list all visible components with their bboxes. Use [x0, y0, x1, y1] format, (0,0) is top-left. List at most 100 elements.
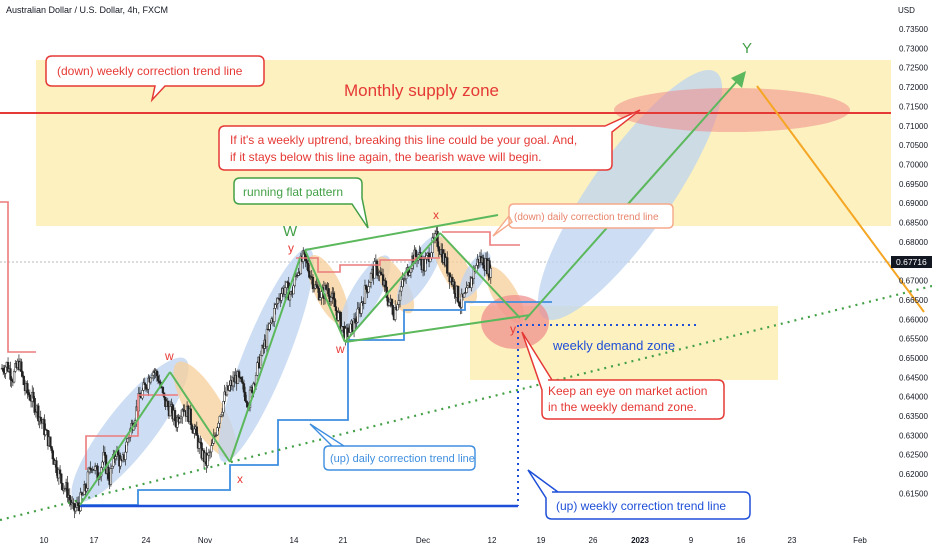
price-tick-label: 0.72000	[899, 83, 928, 92]
price-tick-label: 0.65500	[899, 335, 928, 344]
candle-body	[274, 304, 277, 309]
time-tick-label: 24	[142, 536, 151, 545]
callout-up-daily-box	[309, 423, 476, 471]
price-tick-label: 0.68000	[899, 238, 928, 247]
flat-top-line	[304, 214, 499, 251]
time-tick-label: 16	[737, 536, 746, 545]
callout-down-weekly-text: (down) weekly correction trend line	[57, 64, 243, 78]
flat-line-a	[304, 249, 346, 343]
candle-body	[240, 377, 243, 383]
candle-body	[244, 391, 247, 401]
symbol-title: Australian Dollar / U.S. Dollar, 4h, FXC…	[6, 5, 168, 15]
candle-body	[126, 438, 129, 443]
candle-body	[292, 285, 295, 295]
candle-body	[178, 418, 182, 423]
candle-body	[390, 298, 393, 306]
blue-ellipse-big	[537, 70, 723, 320]
candle-body	[489, 268, 492, 278]
candle-body	[398, 290, 402, 301]
candle-body	[101, 461, 104, 468]
candle-body	[265, 328, 269, 348]
candle-body	[456, 285, 460, 303]
time-tick-label: 17	[90, 536, 99, 545]
candle-body	[320, 291, 323, 298]
weekly-demand-title: weekly demand zone	[552, 338, 675, 353]
candle-body	[356, 308, 359, 323]
callout-down-daily-text: (down) daily correction trend line	[514, 212, 659, 223]
flat-line-c	[439, 232, 521, 319]
candle-body	[394, 307, 397, 320]
candle-body	[237, 371, 241, 378]
candle-body	[273, 308, 276, 322]
callout-keep-eye: Keep an eye on market action in the weekl…	[521, 331, 725, 420]
candle-body	[27, 392, 30, 396]
candle-body	[21, 371, 24, 377]
monthly-supply-title: Monthly supply zone	[344, 81, 499, 100]
price-tick-label: 0.64500	[899, 373, 928, 382]
callout-up-daily-text: (up) daily correction trend line	[330, 453, 475, 465]
candle-body	[109, 468, 113, 485]
callout-weekly-goal-text: If it's a weekly uptrend, breaking this …	[230, 133, 577, 164]
callout-down-weekly-box	[45, 55, 265, 103]
time-tick-label: 26	[589, 536, 598, 545]
candle-body	[114, 456, 117, 460]
candle-body	[246, 402, 249, 408]
candle-body	[193, 428, 196, 434]
candle-body	[373, 261, 376, 279]
candle-body	[288, 294, 292, 301]
wave-line-final	[524, 77, 741, 321]
last-price-badge: 0.67716	[891, 256, 932, 268]
price-tick-label: 0.63000	[899, 431, 928, 440]
callout-down-daily: (down) daily correction trend line	[492, 203, 674, 237]
keep-eye-line-2: in the weekly demand zone.	[548, 400, 697, 414]
red-step-2	[296, 257, 440, 273]
candle-body	[55, 460, 58, 473]
callout-down-weekly: (down) weekly correction trend line	[45, 55, 265, 103]
price-tick-label: 0.61500	[899, 489, 928, 498]
price-tick-label: 0.64000	[899, 393, 928, 402]
candle-body	[173, 410, 177, 422]
candle-body	[327, 288, 330, 297]
candle-body	[285, 281, 288, 288]
label-w1: w	[164, 349, 174, 363]
callout-weekly-goal-box	[218, 109, 641, 171]
candle-body	[156, 375, 160, 382]
candle-body	[179, 416, 183, 420]
candle-body	[58, 469, 62, 475]
candle-body	[61, 483, 64, 491]
candle-body	[49, 436, 52, 447]
candle-body	[363, 285, 367, 304]
price-tick-label: 0.68500	[899, 219, 928, 228]
candle-body	[280, 293, 283, 301]
candle-body	[408, 272, 411, 276]
candle-body	[293, 276, 296, 287]
candle-body	[86, 471, 90, 489]
candle-body	[308, 270, 311, 278]
candle-body	[360, 302, 363, 314]
label-W: W	[283, 223, 298, 240]
candle-body	[337, 311, 340, 321]
candle-body	[305, 260, 309, 264]
candle-body	[77, 502, 80, 507]
candle-body	[144, 384, 148, 390]
candle-body	[223, 391, 226, 402]
red-step-1	[85, 394, 178, 470]
candle-body	[211, 443, 214, 446]
weekly-goal-line-1: If it's a weekly uptrend, breaking this …	[230, 133, 577, 147]
currency-label: USD	[898, 6, 915, 15]
candle-body	[2, 367, 5, 372]
candle-body	[74, 507, 77, 512]
callout-up-daily: (up) daily correction trend line	[309, 423, 476, 471]
label-Y-top: Y	[742, 40, 752, 57]
red-step-3	[442, 231, 520, 246]
callout-keep-eye-text: Keep an eye on market action in the weekl…	[548, 384, 707, 414]
weekly-goal-line-2: if it stays below this line again, the b…	[230, 150, 542, 164]
candle-body	[103, 452, 106, 456]
blue-steps	[80, 301, 552, 506]
candle-body	[217, 422, 220, 428]
price-tick-label: 0.66000	[899, 315, 928, 324]
callout-up-weekly: (up) weekly correction trend line	[527, 469, 751, 520]
candle-body	[319, 297, 322, 301]
price-tick-label: 0.71500	[899, 102, 928, 111]
